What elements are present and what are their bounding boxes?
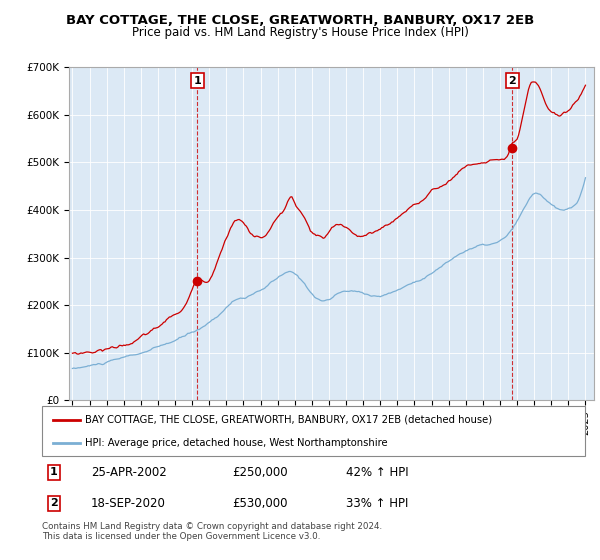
Text: 42% ↑ HPI: 42% ↑ HPI (346, 465, 409, 479)
Text: 2: 2 (508, 76, 516, 86)
Text: 25-APR-2002: 25-APR-2002 (91, 465, 167, 479)
Text: Contains HM Land Registry data © Crown copyright and database right 2024.
This d: Contains HM Land Registry data © Crown c… (42, 522, 382, 542)
Text: BAY COTTAGE, THE CLOSE, GREATWORTH, BANBURY, OX17 2EB (detached house): BAY COTTAGE, THE CLOSE, GREATWORTH, BANB… (85, 414, 493, 424)
Text: 18-SEP-2020: 18-SEP-2020 (91, 497, 166, 510)
Text: 1: 1 (193, 76, 201, 86)
Text: HPI: Average price, detached house, West Northamptonshire: HPI: Average price, detached house, West… (85, 438, 388, 448)
Text: 1: 1 (50, 467, 58, 477)
Text: 2: 2 (50, 498, 58, 508)
Text: 33% ↑ HPI: 33% ↑ HPI (346, 497, 409, 510)
Text: £250,000: £250,000 (232, 465, 287, 479)
Text: Price paid vs. HM Land Registry's House Price Index (HPI): Price paid vs. HM Land Registry's House … (131, 26, 469, 39)
Text: BAY COTTAGE, THE CLOSE, GREATWORTH, BANBURY, OX17 2EB: BAY COTTAGE, THE CLOSE, GREATWORTH, BANB… (66, 14, 534, 27)
Text: £530,000: £530,000 (232, 497, 287, 510)
